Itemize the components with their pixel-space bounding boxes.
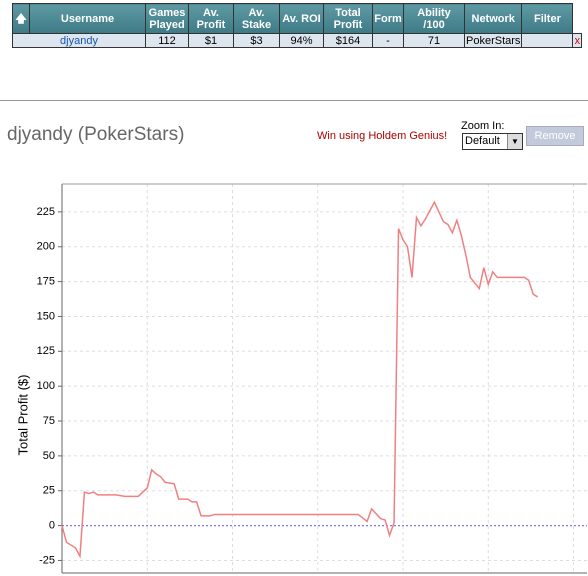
y-tick-label: -25 — [39, 554, 55, 566]
y-tick-label: 0 — [49, 520, 55, 532]
promo-link[interactable]: Win using Holdem Genius! — [317, 130, 448, 142]
y-tick-label: 225 — [37, 206, 55, 218]
y-tick-label: 175 — [37, 276, 55, 288]
blank — [572, 3, 582, 34]
y-tick-label: 50 — [43, 450, 55, 462]
y-tick-label: 75 — [43, 415, 55, 427]
header[interactable]: Total Profit — [323, 3, 373, 34]
header[interactable]: Games Played — [145, 3, 189, 34]
y-axis-label: Total Profit ($) — [15, 375, 30, 456]
remove-button[interactable]: Remove — [526, 126, 584, 146]
header[interactable]: Username — [29, 3, 146, 34]
plot-area — [62, 184, 587, 573]
header[interactable]: Network — [463, 3, 523, 34]
cell: - — [372, 33, 404, 48]
remove-row[interactable]: x — [572, 33, 583, 48]
dropdown-arrow: ▼ — [507, 134, 522, 149]
chart: Total Profit ($) -25 0 25 50 75 100 125 150 175 2… — [15, 183, 587, 574]
y-tick-label: 125 — [37, 345, 55, 357]
header[interactable]: Av. ROI — [279, 3, 324, 34]
y-tick-label: 200 — [37, 241, 55, 253]
zoom-option: Default — [465, 135, 500, 147]
cell: $1 — [188, 33, 234, 48]
cell: 112 — [145, 33, 189, 48]
cell: $3 — [233, 33, 280, 48]
cell: PokerStars — [463, 33, 523, 48]
zoom-label: Zoom In: — [461, 120, 505, 132]
cell: 71 — [403, 33, 465, 48]
zoom-select[interactable]: Default ▼ — [462, 133, 523, 150]
y-tick-label: 100 — [37, 380, 55, 392]
profit-line — [61, 200, 539, 559]
header[interactable]: Av. Profit — [188, 3, 234, 34]
divider — [0, 100, 588, 101]
username[interactable]: djyandy — [12, 33, 146, 48]
header[interactable]: Form — [372, 3, 404, 34]
filter-cell[interactable] — [521, 33, 574, 48]
cell: 94% — [279, 33, 324, 48]
y-tick-label: 25 — [43, 485, 55, 497]
profile-title: djyandy (PokerStars) — [7, 124, 185, 145]
header[interactable]: Filter — [521, 3, 574, 34]
header[interactable]: Ability /100 — [403, 3, 465, 34]
cell: $164 — [323, 33, 373, 48]
stats-table: 🡅 Username Games Played Av. Profit Av. S… — [12, 3, 583, 48]
y-tick-label: 150 — [37, 310, 55, 322]
header[interactable]: Av. Stake — [233, 3, 280, 34]
sort-arrow[interactable]: 🡅 — [12, 3, 30, 34]
